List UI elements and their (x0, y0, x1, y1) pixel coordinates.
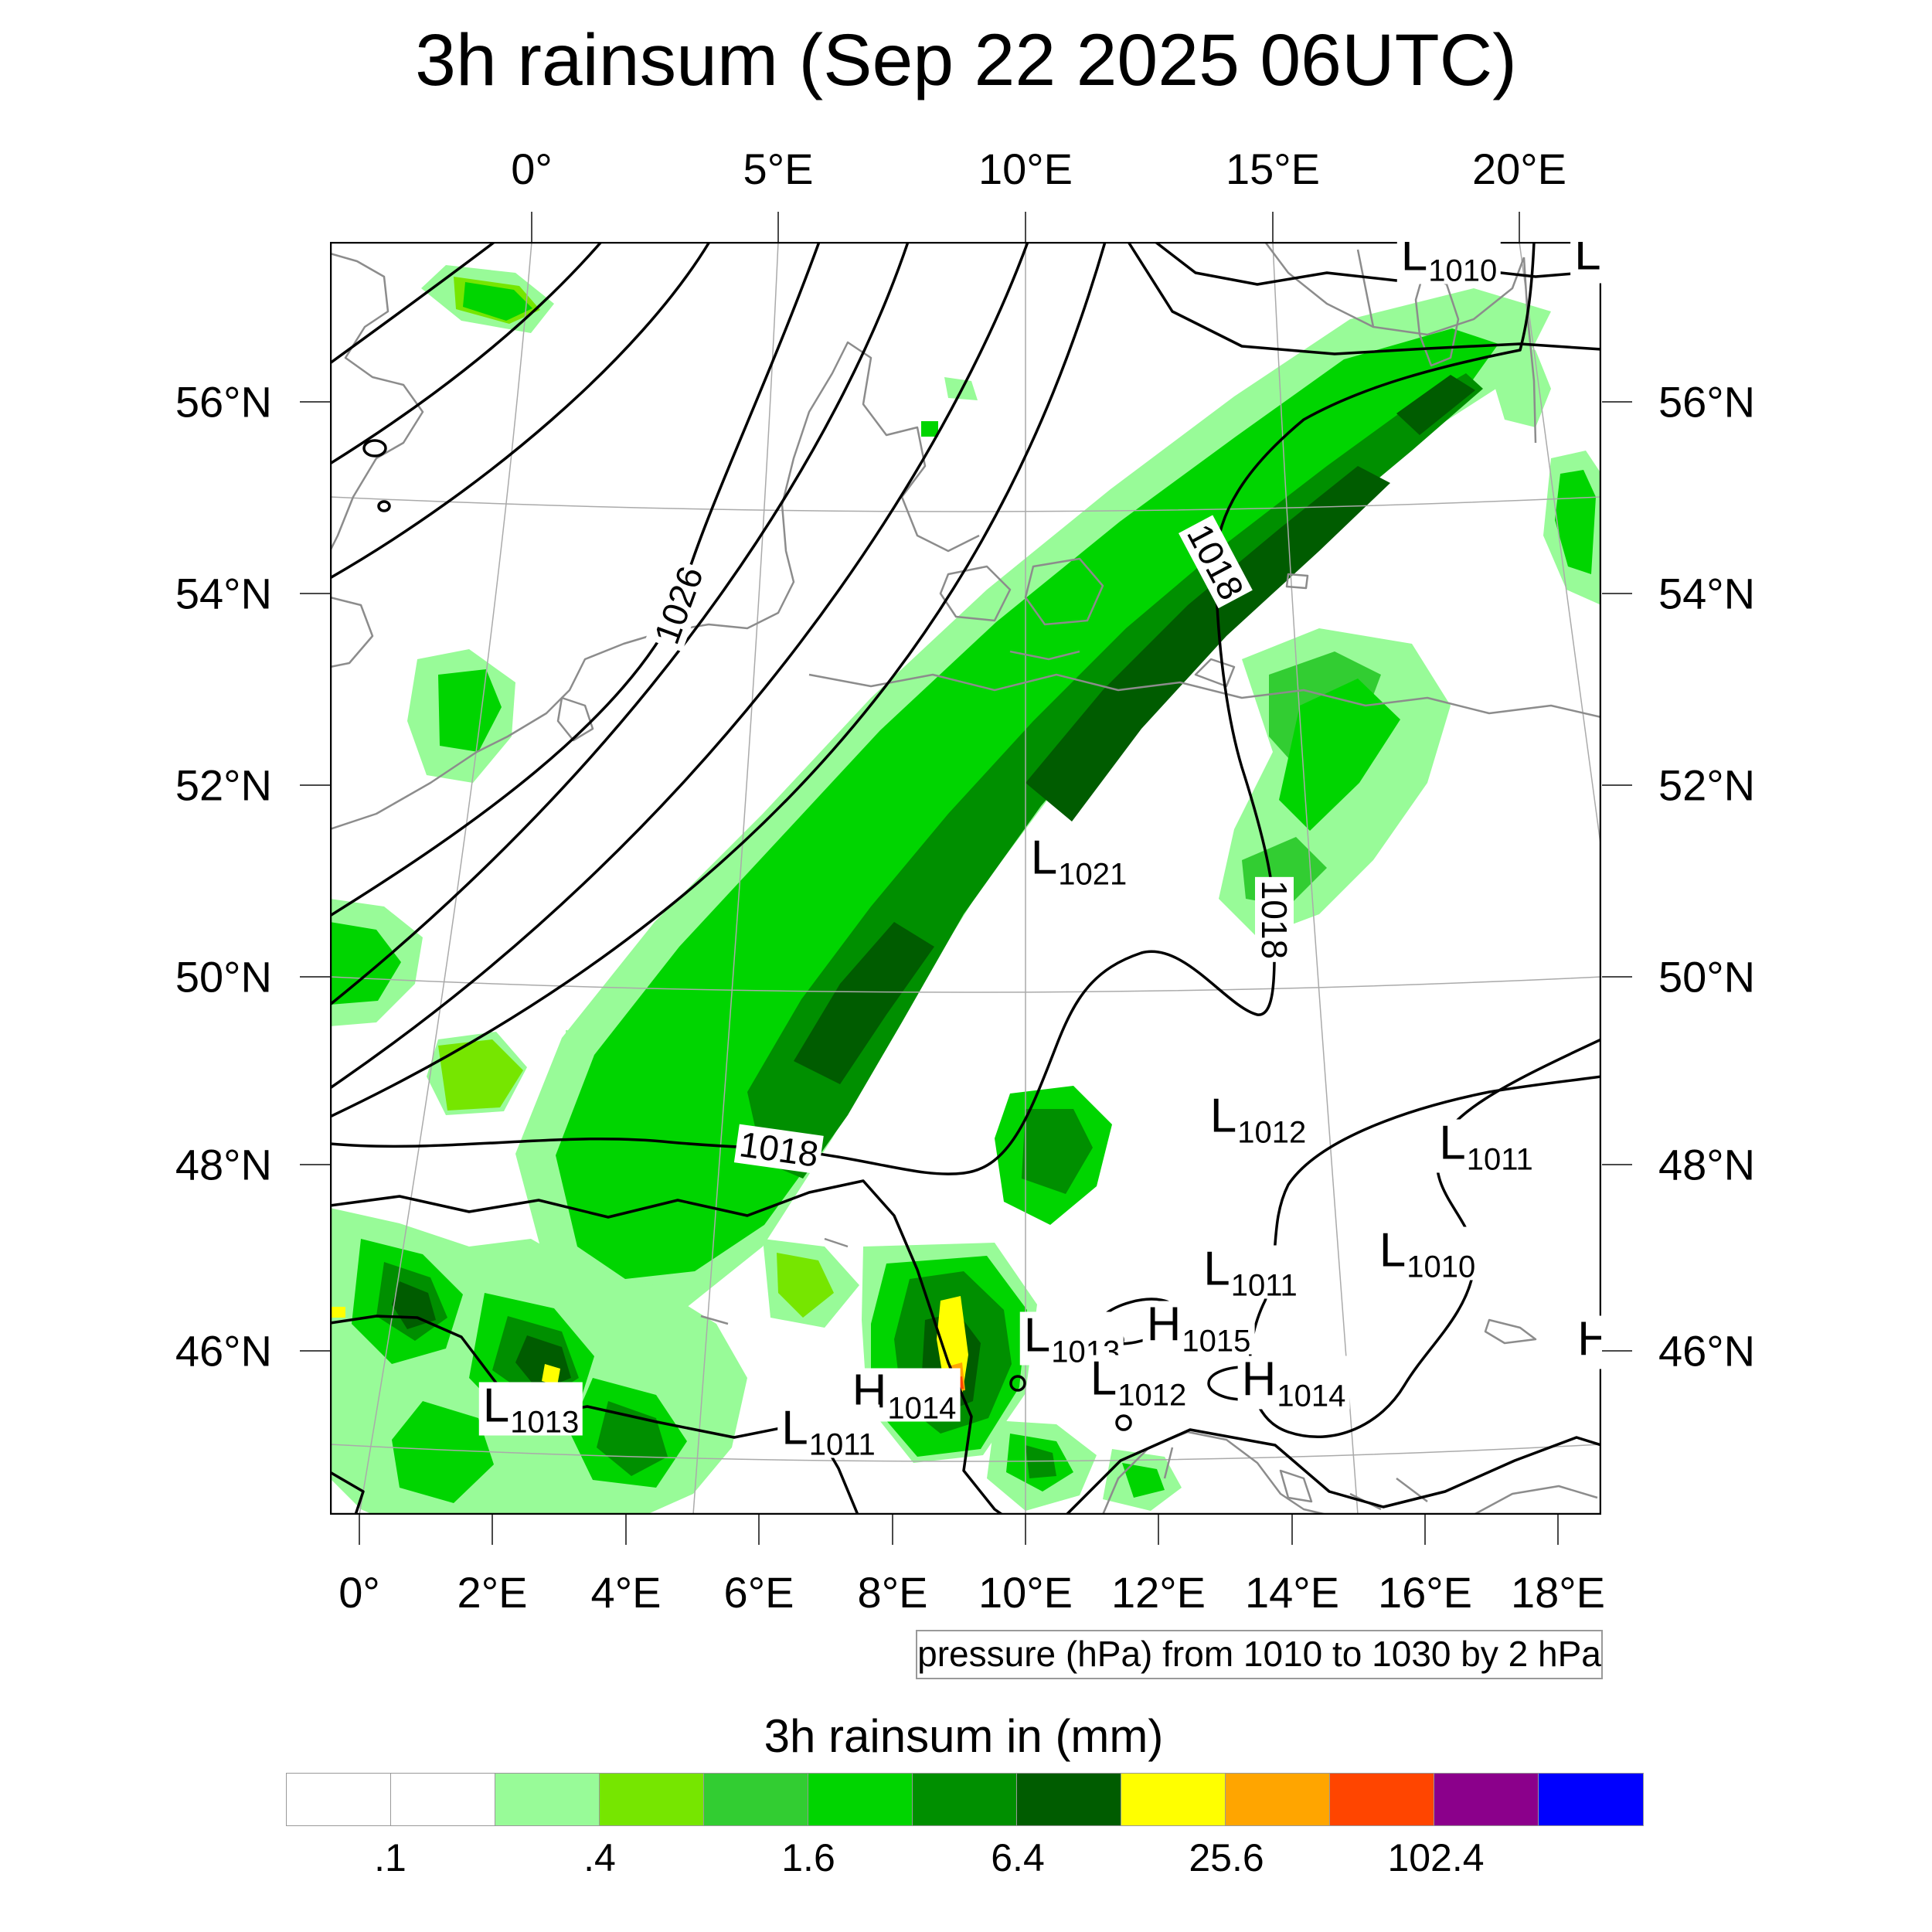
left-axis-label: 52°N (175, 760, 272, 810)
colorbar-cell (1121, 1774, 1226, 1825)
right-axis-label: 54°N (1658, 569, 1756, 618)
right-axis-tick (1602, 1164, 1632, 1165)
right-axis-tick (1602, 401, 1632, 403)
colorbar-cell (913, 1774, 1017, 1825)
map-frame (330, 242, 1601, 1515)
right-axis-label: 48°N (1658, 1140, 1756, 1189)
map-plot (330, 242, 1601, 1515)
left-axis-tick (300, 1164, 330, 1165)
bottom-axis-tick (892, 1515, 893, 1545)
left-axis-label: 54°N (175, 569, 272, 618)
left-axis-label: 50°N (175, 952, 272, 1002)
bottom-axis-label: 18°E (1510, 1568, 1606, 1617)
top-axis-label: 15°E (1225, 145, 1321, 193)
bottom-axis-label: 10°E (978, 1568, 1073, 1617)
bottom-axis-tick (1557, 1515, 1559, 1545)
bottom-axis-tick (1025, 1515, 1026, 1545)
colorbar-tick-label: .1 (374, 1836, 406, 1879)
rain-shading (330, 265, 1601, 1515)
colorbar-cell (1330, 1774, 1434, 1825)
bottom-axis-label: 8°E (857, 1568, 928, 1617)
left-axis-tick (300, 976, 330, 978)
bottom-axis-tick (1424, 1515, 1426, 1545)
colorbar-cell (704, 1774, 808, 1825)
colorbar-cell (391, 1774, 495, 1825)
top-axis-tick (531, 212, 532, 242)
bottom-axis-tick (1158, 1515, 1159, 1545)
colorbar-cell (495, 1774, 600, 1825)
bottom-axis-label: 0° (338, 1568, 380, 1617)
colorbar-cell (287, 1774, 391, 1825)
top-axis-tick (1272, 212, 1274, 242)
colorbar-cell (1226, 1774, 1330, 1825)
right-axis-label: 52°N (1658, 760, 1756, 810)
pressure-legend-text: pressure (hPa) from 1010 to 1030 by 2 hP… (917, 1634, 1601, 1674)
bottom-axis-tick (1291, 1515, 1293, 1545)
colorbar-tick-label: .4 (583, 1836, 616, 1879)
bottom-axis-tick (758, 1515, 760, 1545)
coastlines (330, 242, 1601, 1515)
bottom-axis-label: 14°E (1244, 1568, 1340, 1617)
bottom-axis-label: 16°E (1377, 1568, 1473, 1617)
bottom-axis-label: 6°E (723, 1568, 794, 1617)
top-axis-label: 10°E (978, 145, 1073, 193)
colorbar-tick-label: 102.4 (1387, 1836, 1485, 1879)
left-axis-tick (300, 401, 330, 403)
right-axis-label: 50°N (1658, 952, 1756, 1002)
page-title: 3h rainsum (Sep 22 2025 06UTC) (415, 19, 1517, 101)
left-axis-label: 56°N (175, 377, 272, 427)
colorbar-title: 3h rainsum in (mm) (764, 1710, 1164, 1762)
colorbar-tick-label: 25.6 (1189, 1836, 1264, 1879)
bottom-axis-label: 4°E (590, 1568, 662, 1617)
bottom-axis-label: 2°E (457, 1568, 528, 1617)
left-axis-tick (300, 593, 330, 594)
left-axis-tick (300, 1350, 330, 1352)
colorbar-tick-label: 1.6 (781, 1836, 835, 1879)
top-axis-label: 0° (511, 145, 553, 193)
colorbar-cell (808, 1774, 913, 1825)
colorbar-cell (1434, 1774, 1539, 1825)
colorbar-cell (1539, 1774, 1643, 1825)
left-axis-label: 48°N (175, 1140, 272, 1189)
top-axis-tick (1025, 212, 1026, 242)
right-axis-tick (1602, 784, 1632, 786)
top-axis-tick (777, 212, 779, 242)
left-axis-label: 46°N (175, 1326, 272, 1376)
right-axis-tick (1602, 593, 1632, 594)
right-axis-tick (1602, 976, 1632, 978)
right-axis-label: 56°N (1658, 377, 1756, 427)
bottom-axis-tick (625, 1515, 627, 1545)
top-axis-tick (1519, 212, 1520, 242)
colorbar (286, 1773, 1644, 1826)
isobar-contours (330, 242, 1601, 1515)
colorbar-tick-label: 6.4 (991, 1836, 1045, 1879)
colorbar-cell (1017, 1774, 1121, 1825)
bottom-axis-tick (492, 1515, 493, 1545)
right-axis-tick (1602, 1350, 1632, 1352)
bottom-axis-tick (359, 1515, 360, 1545)
colorbar-cell (600, 1774, 704, 1825)
pressure-legend-box: pressure (hPa) from 1010 to 1030 by 2 hP… (916, 1630, 1603, 1679)
top-axis-label: 20°E (1471, 145, 1567, 193)
top-axis-label: 5°E (743, 145, 814, 193)
left-axis-tick (300, 784, 330, 786)
right-axis-label: 46°N (1658, 1326, 1756, 1376)
bottom-axis-label: 12°E (1111, 1568, 1206, 1617)
